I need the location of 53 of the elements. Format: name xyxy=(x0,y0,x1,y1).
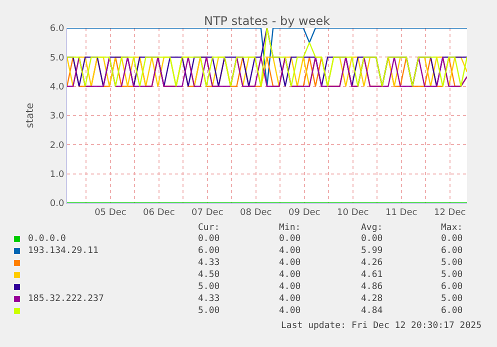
text: 6.00 xyxy=(198,246,220,256)
text: Last update: Fri Dec 12 20:30:17 2025 xyxy=(281,321,482,331)
text: 6.00 xyxy=(441,282,463,292)
text: 4.84 xyxy=(361,306,383,316)
text: 4.50 xyxy=(198,270,220,280)
text: 5.99 xyxy=(361,246,383,256)
x-tick-label: 12 Dec xyxy=(434,208,466,218)
text: 0.00 xyxy=(279,234,301,244)
x-tick-label: 06 Dec xyxy=(143,208,175,218)
text: Avg: xyxy=(361,223,383,233)
text: 4.28 xyxy=(361,294,383,304)
text: 4.00 xyxy=(279,306,301,316)
y-tick-label: 4.0 xyxy=(50,82,64,92)
text: Cur: xyxy=(198,223,220,233)
x-tick-label: 08 Dec xyxy=(240,208,272,218)
text: 4.33 xyxy=(198,258,220,268)
chart-title: NTP states - by week xyxy=(204,14,330,28)
text: 4.33 xyxy=(198,294,220,304)
x-tick-label: 11 Dec xyxy=(385,208,418,218)
x-tick-label: 07 Dec xyxy=(192,208,224,218)
text: 0.00 xyxy=(361,234,383,244)
text: 5.00 xyxy=(198,282,220,292)
text: 5.00 xyxy=(441,258,463,268)
text: 4.00 xyxy=(279,246,301,256)
legend-label: 185.32.222.237 xyxy=(28,294,104,304)
y-tick-label: 3.0 xyxy=(50,112,64,122)
y-tick-label: 5.0 xyxy=(50,53,64,64)
y-tick-label: 6.0 xyxy=(50,24,64,34)
text: 4.61 xyxy=(361,270,383,280)
text: Max: xyxy=(441,223,463,233)
text: 4.00 xyxy=(279,294,301,304)
text: 0.00 xyxy=(198,234,220,244)
text: 6.00 xyxy=(441,246,463,256)
y-tick-label: 2.0 xyxy=(50,140,64,151)
y-tick-label: 1.0 xyxy=(50,170,64,180)
text: 6.00 xyxy=(441,306,463,316)
legend-label: 193.134.29.11 xyxy=(28,246,98,256)
text: 5.00 xyxy=(441,270,463,280)
text: 4.00 xyxy=(279,258,301,268)
text: 4.00 xyxy=(279,282,301,292)
text: 5.00 xyxy=(441,294,463,304)
legend-label: 0.0.0.0 xyxy=(28,234,66,244)
text: 5.00 xyxy=(198,306,220,316)
x-tick-label: 05 Dec xyxy=(94,208,126,218)
y-tick-label: 0.0 xyxy=(50,199,64,210)
text: 4.00 xyxy=(279,270,301,280)
text: 4.86 xyxy=(361,282,383,292)
text: 0.00 xyxy=(441,234,463,244)
text: Min: xyxy=(279,223,301,233)
text: 4.26 xyxy=(361,258,383,268)
x-tick-label: 09 Dec xyxy=(288,208,320,218)
y-axis-title: state xyxy=(24,102,36,128)
x-tick-label: 10 Dec xyxy=(336,208,369,218)
